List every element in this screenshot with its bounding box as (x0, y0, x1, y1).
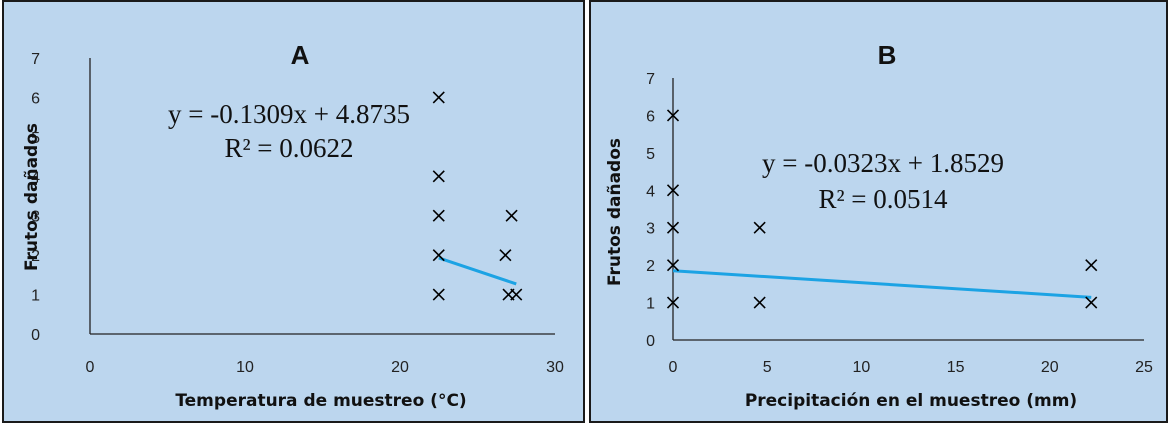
chart-a-data-point (432, 209, 445, 222)
chart-b-y-tick-label: 4 (646, 183, 655, 200)
chart-b-y-tick-label: 2 (646, 258, 655, 275)
chart-b-data-point-stroke (666, 109, 680, 122)
chart-b-data-point (1085, 296, 1098, 309)
chart-b-x-tick-label: 0 (669, 359, 678, 376)
chart-a-y-tick-label: 0 (31, 327, 40, 344)
chart-b-data-point (666, 109, 680, 122)
chart-a-data-point (499, 249, 512, 262)
chart-b-y-tick-label: 7 (646, 71, 655, 88)
chart-a-y-tick-label: 3 (31, 209, 40, 226)
chart-a-data-point-stroke (499, 249, 512, 262)
chart-b-trendline (672, 269, 1092, 299)
chart-a-y-tick-label: 1 (31, 288, 40, 305)
chart-a-data-point (432, 91, 445, 104)
chart-b-x-tick-label: 15 (947, 359, 965, 376)
chart-b-data-point-stroke (666, 221, 680, 234)
chart-a-data-point (432, 249, 445, 262)
chart-a-y-tick-label: 2 (31, 248, 40, 265)
chart-b-data-point (753, 221, 766, 234)
chart-b-data-point (1085, 259, 1098, 272)
chart-b-y-tick-label: 1 (646, 296, 655, 313)
chart-b-data-point (666, 221, 680, 234)
chart-b-data-point-stroke (1085, 259, 1098, 272)
chart-a-data-point-stroke (432, 249, 445, 262)
chart-b-equation: y = -0.0323x + 1.8529 (762, 148, 1004, 178)
chart-a-title: A (291, 40, 310, 70)
chart-a-data-point-stroke (432, 170, 445, 183)
chart-b-y-tick-label: 0 (646, 333, 655, 350)
chart-b-data-point (666, 259, 680, 272)
chart-a-equation: y = -0.1309x + 4.8735 (168, 99, 410, 129)
chart-b-svg: 0 5 10 15 20 25 0 1 2 3 4 5 6 7 By = -0.0323x + 1.8529… (605, 40, 1153, 411)
chart-b-data-point (666, 184, 680, 197)
chart-b-y-axis-title: Frutos dañados (605, 138, 625, 286)
chart-a-data-point-stroke (432, 209, 445, 222)
chart-a-y-tick-label: 4 (31, 169, 40, 186)
chart-b-x-tick-label: 20 (1041, 359, 1059, 376)
chart-b-r-squared: R² = 0.0514 (818, 184, 948, 214)
chart-a-y-tick-label: 5 (31, 130, 40, 147)
chart-a-data-point (510, 288, 523, 301)
chart-b-x-tick-label: 5 (763, 359, 772, 376)
chart-a-data-point-stroke (432, 91, 445, 104)
chart-a-x-tick-label: 10 (236, 359, 254, 376)
chart-a-data-point-stroke (432, 288, 445, 301)
chart-b-x-tick-label: 10 (853, 359, 871, 376)
chart-b-data-point-stroke (753, 296, 766, 309)
chart-b-y-tick-label: 6 (646, 108, 655, 125)
chart-b-data-point-stroke (753, 221, 766, 234)
chart-a-svg: 0 10 20 30 0 1 2 3 4 5 6 7 Ay = -0.1309x + 4.8735 R² … (22, 40, 564, 411)
chart-b-title: B (878, 40, 897, 70)
chart-a-y-tick-label: 6 (31, 90, 40, 107)
chart-a-x-tick-label: 0 (86, 359, 95, 376)
chart-a-r-squared: R² = 0.0622 (224, 133, 353, 163)
chart-b-data-point (666, 296, 680, 309)
chart-a-y-tick-label: 7 (31, 51, 40, 68)
chart-a-trendline (438, 256, 517, 286)
chart-a-data-point (432, 170, 445, 183)
chart-a-data-point-stroke (505, 209, 518, 222)
chart-b-y-tick-label: 5 (646, 146, 655, 163)
chart-a-data-point (505, 209, 518, 222)
chart-a-data-point-stroke (510, 288, 523, 301)
chart-b-data-point (753, 296, 766, 309)
chart-b-data-point-stroke (1085, 296, 1098, 309)
chart-a-y-axis-title: Frutos dañados (22, 123, 42, 271)
chart-b-y-tick-label: 3 (646, 221, 655, 238)
chart-b-x-axis-title: Precipitación en el muestreo (mm) (745, 391, 1077, 411)
chart-b-data-point-stroke (666, 259, 680, 272)
chart-b-data-point-stroke (666, 296, 680, 309)
chart-b-x-tick-label: 25 (1135, 359, 1153, 376)
chart-a-data-point (432, 288, 445, 301)
chart-a-x-tick-label: 30 (546, 359, 564, 376)
chart-a-x-tick-label: 20 (391, 359, 409, 376)
chart-b-data-point-stroke (666, 184, 680, 197)
chart-a-x-axis-title: Temperatura de muestreo (°C) (175, 391, 466, 411)
